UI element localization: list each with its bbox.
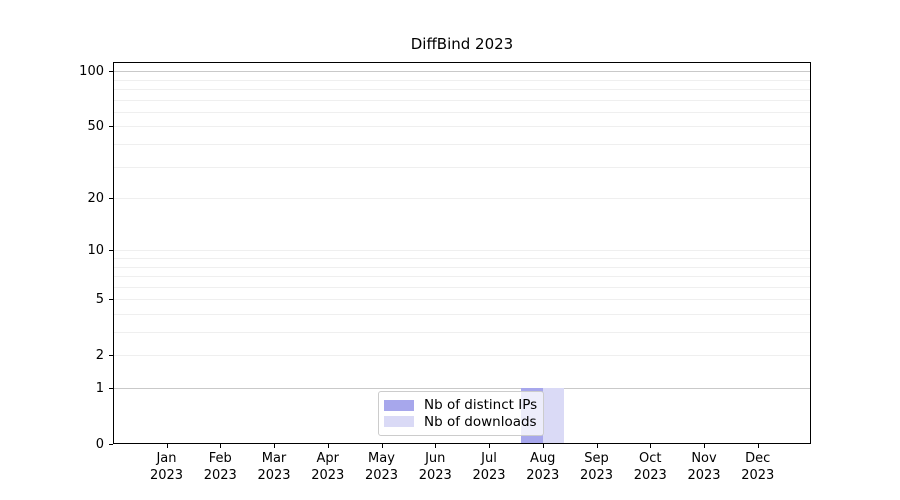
y-tick-label: 100 xyxy=(79,64,104,79)
x-tick xyxy=(650,444,651,448)
y-tick xyxy=(109,126,113,127)
minor-gridline xyxy=(114,144,810,145)
x-tick-label-month: Jun xyxy=(425,451,446,466)
x-tick-label-month: Aug xyxy=(530,451,556,466)
top-spine xyxy=(113,62,811,63)
x-tick xyxy=(597,444,598,448)
distinct-ips-swatch-icon xyxy=(384,399,414,411)
minor-gridline xyxy=(114,355,810,356)
minor-gridline xyxy=(114,89,810,90)
x-tick xyxy=(220,444,221,448)
y-axis-line xyxy=(113,62,114,444)
plot-area: 0 1 2 5 10 20 50 100 Jan 2023 Feb 2023 Mar 2023 Apr 202… xyxy=(79,62,811,483)
x-tick-label-year: 2023 xyxy=(687,468,721,483)
x-tick xyxy=(328,444,329,448)
y-tick xyxy=(109,355,113,356)
x-tick-label-month: May xyxy=(368,451,395,466)
major-gridline xyxy=(114,71,810,72)
y-tick-label: 2 xyxy=(95,348,104,363)
x-tick-label-month: Dec xyxy=(745,451,771,466)
x-tick-label-month: Jul xyxy=(481,451,497,466)
minor-gridline xyxy=(114,80,810,81)
minor-gridline xyxy=(114,258,810,259)
x-tick-label-year: 2023 xyxy=(311,468,345,483)
legend: Nb of distinct IPs Nb of downloads xyxy=(378,391,544,436)
downloads-swatch-icon xyxy=(384,416,414,428)
minor-gridline xyxy=(114,276,810,277)
x-tick-label-year: 2023 xyxy=(633,468,667,483)
x-tick-label-month: Jan xyxy=(156,451,177,466)
x-tick xyxy=(758,444,759,448)
y-tick-label: 50 xyxy=(87,119,104,134)
x-tick-label-year: 2023 xyxy=(364,468,399,483)
minor-gridline xyxy=(114,332,810,333)
minor-gridline xyxy=(114,100,810,101)
legend-label-downloads: Nb of downloads xyxy=(424,413,537,430)
x-tick-label-month: Oct xyxy=(639,451,662,466)
y-tick-label: 0 xyxy=(95,437,104,452)
x-tick-label-month: Sep xyxy=(584,451,609,466)
x-tick-label-year: 2023 xyxy=(418,468,452,483)
x-tick xyxy=(382,444,383,448)
minor-gridline xyxy=(114,167,810,168)
minor-gridline xyxy=(114,314,810,315)
x-tick-label-year: 2023 xyxy=(203,468,237,483)
x-tick-label-year: 2023 xyxy=(472,468,506,483)
x-tick xyxy=(543,444,544,448)
y-tick xyxy=(109,198,113,199)
minor-gridline xyxy=(114,299,810,300)
y-tick xyxy=(109,388,113,389)
legend-item-distinct-ips: Nb of distinct IPs xyxy=(384,397,540,413)
chart-title: DiffBind 2023 xyxy=(410,35,514,53)
major-gridline xyxy=(114,388,810,389)
minor-gridline xyxy=(114,112,810,113)
x-tick xyxy=(274,444,275,448)
x-axis-line xyxy=(113,443,811,444)
minor-gridline xyxy=(114,250,810,251)
bar-downloads xyxy=(542,388,565,444)
x-tick-label-year: 2023 xyxy=(257,468,291,483)
x-tick xyxy=(435,444,436,448)
y-tick-label: 10 xyxy=(87,243,104,258)
x-tick xyxy=(167,444,168,448)
y-tick xyxy=(109,444,113,445)
y-tick xyxy=(109,299,113,300)
legend-label-distinct-ips: Nb of distinct IPs xyxy=(424,397,538,414)
y-tick-label: 20 xyxy=(87,191,104,206)
x-tick-label-year: 2023 xyxy=(579,468,614,483)
x-tick-label-year: 2023 xyxy=(526,468,560,483)
x-tick-label-year: 2023 xyxy=(741,468,775,483)
y-tick xyxy=(109,71,113,72)
x-tick-label-month: Mar xyxy=(261,451,287,466)
x-tick-label-year: 2023 xyxy=(149,468,184,483)
legend-item-downloads: Nb of downloads xyxy=(384,414,540,430)
right-spine xyxy=(810,62,811,444)
x-tick-label-month: Feb xyxy=(208,451,232,466)
y-tick-label: 5 xyxy=(95,292,104,307)
x-tick xyxy=(704,444,705,448)
minor-gridline xyxy=(114,198,810,199)
minor-gridline xyxy=(114,287,810,288)
minor-gridline xyxy=(114,267,810,268)
x-tick-label-month: Apr xyxy=(316,451,340,466)
y-tick xyxy=(109,250,113,251)
minor-gridline xyxy=(114,126,810,127)
x-tick-label-month: Nov xyxy=(691,451,717,466)
y-tick-label: 1 xyxy=(95,381,104,396)
x-tick xyxy=(489,444,490,448)
